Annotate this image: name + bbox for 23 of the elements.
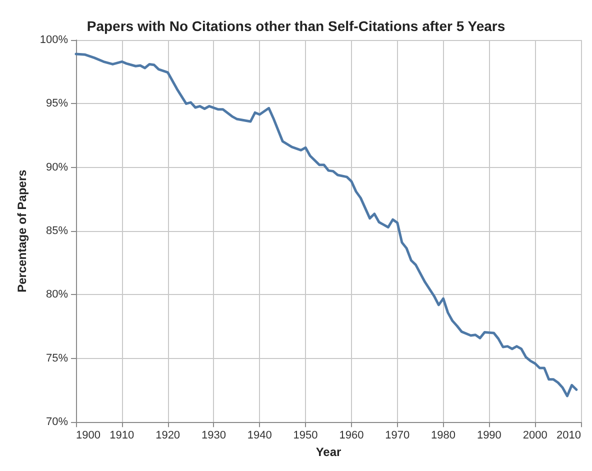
chart-title: Papers with No Citations other than Self-Citations after 5 Years (86, 18, 506, 34)
x-tick-label: 1930 (201, 430, 226, 442)
y-tick-label: 95% (46, 98, 68, 110)
y-tick-label: 85% (46, 225, 68, 238)
x-axis-title: Year (316, 445, 342, 459)
y-tick-label: 75% (46, 352, 68, 364)
x-tick-label: 2010 (556, 430, 581, 442)
y-tick-label: 100% (40, 34, 68, 46)
x-tick-label: 1960 (339, 430, 364, 442)
x-tick-label: 1900 (76, 430, 100, 442)
x-tick-label: 1910 (110, 430, 134, 442)
x-tick-label: 1980 (431, 430, 456, 442)
x-tick-label: 2000 (522, 430, 548, 442)
x-tick-label: 1990 (476, 430, 502, 442)
x-tick-label: 1920 (156, 430, 180, 442)
y-axis-title: Percentage of Papers (15, 169, 29, 292)
y-tick-label: 70% (46, 416, 68, 428)
y-tick-label: 90% (46, 161, 68, 174)
line-series (74, 52, 578, 398)
x-tick-label: 1940 (247, 430, 272, 442)
x-tick-label: 1970 (385, 430, 410, 442)
x-tick-label: 1950 (293, 430, 318, 442)
y-tick-label: 80% (46, 288, 68, 301)
